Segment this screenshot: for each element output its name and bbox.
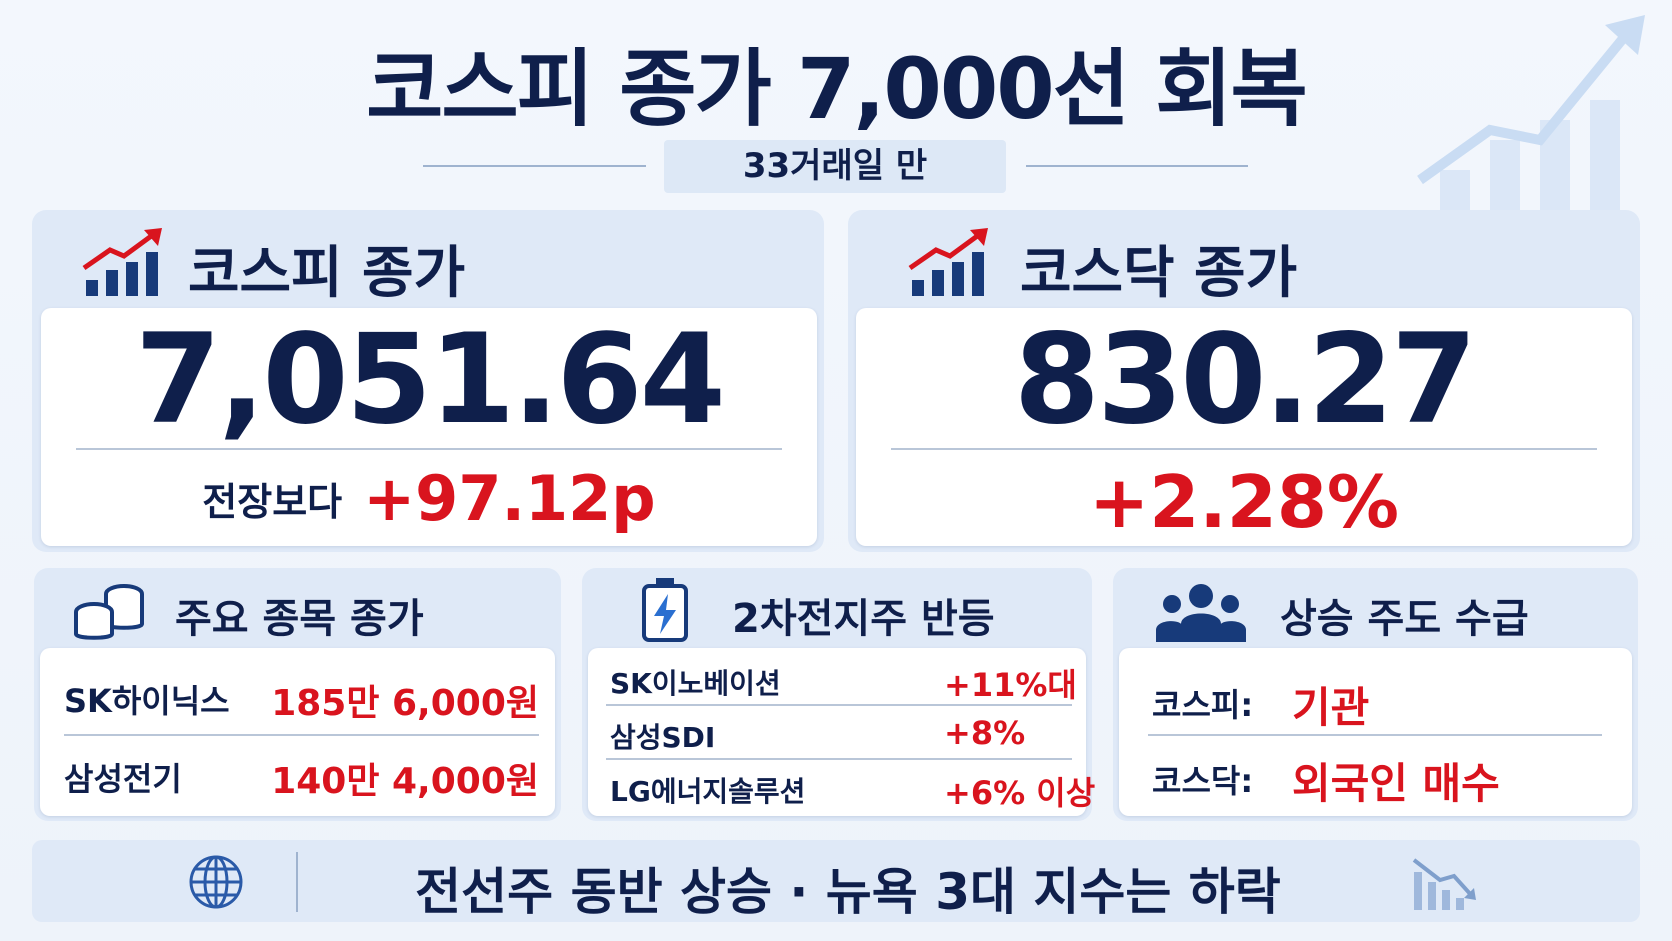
change-value: +97.12p <box>363 462 656 535</box>
panel-body <box>588 648 1086 816</box>
panel-body <box>1119 648 1632 816</box>
change-line: 전장보다 +97.12p <box>41 462 817 535</box>
change-label: 전장보다 <box>202 480 343 524</box>
subtitle: 33거래일 만 <box>664 140 1006 193</box>
coins-icon <box>74 584 144 640</box>
card-title: 코스닥 종가 <box>1020 241 1298 306</box>
panel-body <box>40 648 555 816</box>
row-value: 140만 4,000원 <box>271 761 539 802</box>
row-label: 코스피: <box>1152 686 1254 724</box>
panel-title: 상승 주도 수급 <box>1280 596 1529 642</box>
row-label: SK이노베이션 <box>610 667 781 700</box>
row-label: LG에너지솔루션 <box>610 775 806 808</box>
battery-icon <box>642 578 688 642</box>
card-title: 코스피 종가 <box>188 241 466 306</box>
row-label: 삼성SDI <box>610 721 716 754</box>
down-chart-icon <box>1412 858 1476 910</box>
card-body <box>41 308 817 546</box>
rule <box>1026 165 1248 167</box>
row-value: 기관 <box>1292 683 1370 732</box>
row-label: 삼성전기 <box>64 760 182 798</box>
divider <box>891 448 1597 450</box>
panel-title: 주요 종목 종가 <box>175 596 424 642</box>
divider <box>1148 734 1602 736</box>
separator <box>296 852 298 912</box>
chart-icon <box>908 228 988 296</box>
kospi-value: 7,051.64 <box>135 308 726 452</box>
divider <box>76 448 782 450</box>
bg-chart-icon <box>1417 15 1645 210</box>
divider <box>606 758 1072 760</box>
globe-icon <box>189 855 243 909</box>
rule <box>423 165 646 167</box>
row-value: +6% 이상 <box>944 774 1096 812</box>
divider <box>606 704 1072 706</box>
footer-bar <box>32 840 1640 922</box>
footer-text: 전선주 동반 상승 · 뉴욕 3대 지수는 하락 <box>415 863 1281 921</box>
row-value: +11%대 <box>944 666 1077 704</box>
divider <box>64 734 539 736</box>
card-body <box>856 308 1632 546</box>
title: 코스피 종가 7,000선 회복 <box>366 40 1308 138</box>
row-value: 외국인 매수 <box>1292 759 1500 808</box>
row-label: SK하이닉스 <box>64 682 230 720</box>
kosdaq-value: 830.27 <box>1013 308 1478 452</box>
people-icon <box>1156 584 1246 642</box>
chart-icon <box>82 228 162 296</box>
change-value: +2.28% <box>1088 460 1400 544</box>
row-label: 코스닥: <box>1152 762 1254 800</box>
row-value: +8% <box>944 714 1026 752</box>
row-value: 185만 6,000원 <box>271 683 539 724</box>
panel-title: 2차전지주 반등 <box>732 596 995 642</box>
